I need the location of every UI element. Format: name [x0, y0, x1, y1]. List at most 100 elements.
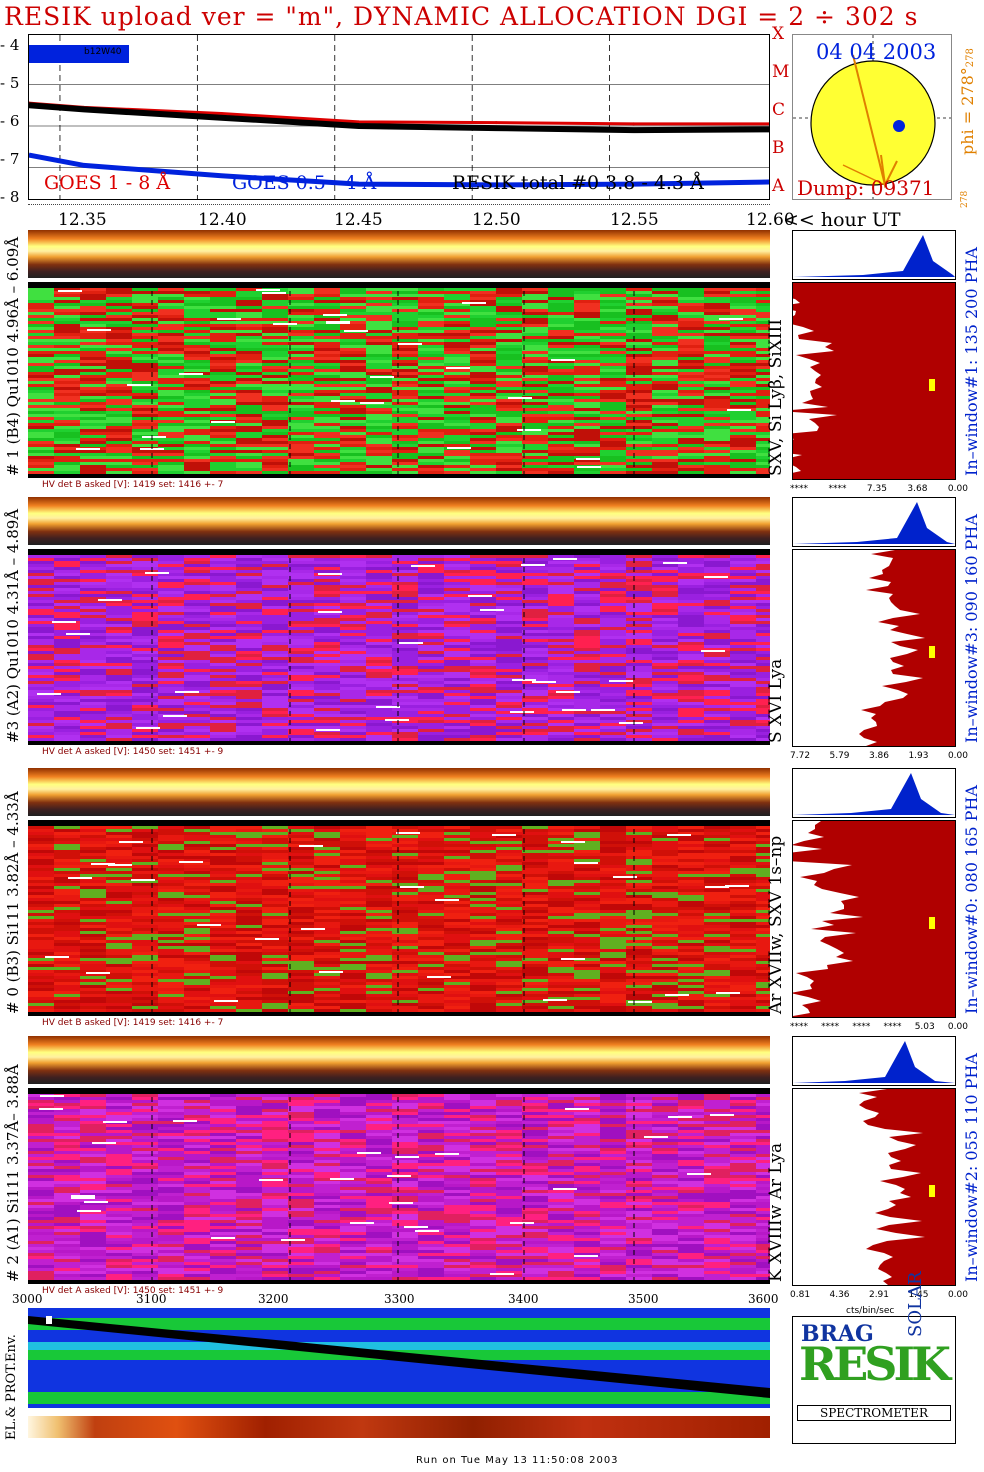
channel-left-label: #3 (A2) Qu1010 4.31Å – 4.89Å	[4, 508, 22, 743]
pha-tick: 7.72	[790, 751, 811, 761]
goes-point	[494, 121, 498, 125]
pha-tick: 4.36	[829, 1290, 850, 1300]
channel-lines-label: Ar XVIIw, SXV 1s–np	[766, 835, 786, 1014]
flare-class-letter: A	[772, 176, 785, 196]
goes-y-tick: - 8	[0, 188, 20, 206]
time-tick: 12.35	[58, 210, 107, 230]
goes-point	[494, 126, 498, 130]
env-x-tick: 3000	[12, 1292, 43, 1306]
logo-solar: SOLAR	[905, 1271, 926, 1337]
goes-point	[770, 122, 771, 125]
channel-window-label: In–window#3: 090 160 PHA	[962, 514, 981, 743]
env-x-tick: 3100	[136, 1292, 167, 1306]
pha-tick: ****	[852, 1022, 871, 1032]
time-tick: 12.40	[198, 210, 247, 230]
goes-point	[219, 112, 223, 116]
goes-point	[770, 181, 771, 184]
time-tick: 12.55	[610, 210, 659, 230]
env-panel	[28, 1308, 770, 1408]
channel-hv-status: HV det A asked [V]: 1450 set: 1451 +- 9	[42, 747, 224, 757]
pha-tick: 0.00	[947, 484, 968, 494]
goes-flag-bar	[29, 45, 129, 63]
sun-disk	[810, 60, 936, 186]
env-chart	[28, 1308, 770, 1408]
goes-point	[29, 153, 31, 157]
time-axis-unit: << hour UT	[783, 209, 901, 231]
env-x-tick: 3400	[508, 1292, 539, 1306]
legend-goes-long: GOES 1 - 8 Å	[44, 172, 171, 194]
pha-tick: 3.86	[868, 751, 890, 761]
logo-banner: SPECTROMETER	[797, 1405, 951, 1421]
goes-point	[29, 103, 31, 107]
channel-left-label: # 1 (B4) Qu1010 4.96Å – 6.09Å	[4, 236, 22, 476]
env-x-tick: 3300	[384, 1292, 415, 1306]
resik-logo: BRAG RESIK SOLAR SPECTROMETER	[792, 1271, 956, 1444]
pha-tick: ****	[790, 484, 808, 494]
pha-tick: ****	[883, 1022, 902, 1032]
flare-class-letter: C	[772, 100, 786, 120]
sun-disk-chart	[793, 35, 951, 199]
temperature-strip	[28, 1416, 770, 1438]
time-tick: 12.45	[334, 210, 383, 230]
pha-lower-histogram	[792, 1088, 956, 1286]
goes-point	[494, 183, 498, 187]
goes-point	[770, 128, 771, 131]
pha-axis-ticks: 0.81 4.36 2.91 1.45 0.00	[790, 1290, 968, 1300]
legend-goes-short: GOES 0.5 - 4 Å	[232, 172, 377, 194]
pha-lower-histogram	[792, 282, 956, 480]
channel-spectrogram	[28, 1088, 770, 1284]
pha-tick: ****	[790, 1022, 808, 1032]
pha-tick: 0.00	[947, 1022, 968, 1032]
channel-spectrogram	[28, 820, 770, 1016]
flare-class-letter: M	[772, 62, 790, 82]
channel-left-label: # 2 (A1) Si111 3.37Å– 3.88Å	[4, 1064, 22, 1282]
goes-y-tick: - 4	[0, 36, 20, 54]
goes-point	[357, 124, 361, 128]
legend-resik: RESIK total #0 3.8 - 4.3 Å	[452, 172, 704, 194]
channel-left-label: # 0 (B3) Si111 3.82Å – 4.33Å	[4, 791, 22, 1014]
channel-window-label: In–window#2: 055 110 PHA	[962, 1053, 981, 1282]
page-title: RESIK upload ver = "m", DYNAMIC ALLOCATI…	[4, 2, 919, 31]
pha-tick: 1.93	[908, 751, 929, 761]
pha-tick: ****	[828, 484, 847, 494]
pha-upper-histogram	[792, 768, 956, 818]
goes-point	[82, 107, 86, 111]
channel-header-strip	[28, 230, 770, 278]
channel-spectrogram	[28, 549, 770, 745]
pha-tick: 3.68	[907, 484, 928, 494]
pha-lower-histogram	[792, 820, 956, 1018]
goes-point	[357, 120, 361, 124]
pha-tick: ****	[821, 1022, 840, 1032]
pha-tick: 7.35	[866, 484, 887, 494]
pha-axis-ticks: 7.72 5.79 3.86 1.93 0.00	[790, 751, 968, 761]
logo-brag: BRAG	[801, 1321, 874, 1347]
channel-lines-label: SXV, Si Lyβ, SiXIII	[766, 319, 786, 476]
env-x-tick: 3500	[628, 1292, 659, 1306]
pha-upper-histogram	[792, 1036, 956, 1086]
footer-run-time: Run on Tue May 13 11:50:08 2003	[416, 1455, 619, 1466]
sun-position-panel	[792, 34, 952, 200]
channel-header-strip	[28, 768, 770, 816]
channel-spectrogram	[28, 282, 770, 478]
pha-tick: 5.79	[829, 751, 850, 761]
channel-hv-status: HV det A asked [V]: 1450 set: 1451 +- 9	[42, 1286, 224, 1296]
flare-class-letter: B	[772, 138, 785, 158]
goes-y-tick: - 7	[0, 150, 20, 168]
channel-lines-label: S XVI Lya	[766, 658, 786, 743]
channel-window-label: In–window#0: 080 165 PHA	[962, 785, 981, 1014]
env-x-tick: 3200	[258, 1292, 289, 1306]
phi-side-label: 278	[960, 190, 970, 208]
sun-pointing-dot	[893, 120, 905, 132]
pha-lower-histogram	[792, 549, 956, 747]
channel-hv-status: HV det B asked [V]: 1419 set: 1416 +- 7	[42, 1018, 224, 1028]
pha-tick: 0.81	[790, 1290, 811, 1300]
channel-header-strip	[28, 1036, 770, 1084]
pha-tick: 2.91	[868, 1290, 890, 1300]
env-x-tick: 3600	[748, 1292, 779, 1306]
goes-y-tick: - 6	[0, 112, 20, 130]
pha-axis-ticks: **** **** **** **** 5.03 0.00	[790, 1022, 968, 1032]
phi-label: phi = 278°278	[958, 48, 977, 155]
goes-lightcurve-panel	[28, 34, 770, 200]
pha-tick: 1.45	[908, 1290, 929, 1300]
pha-axis-ticks: **** **** 7.35 3.68 0.00	[790, 484, 968, 494]
